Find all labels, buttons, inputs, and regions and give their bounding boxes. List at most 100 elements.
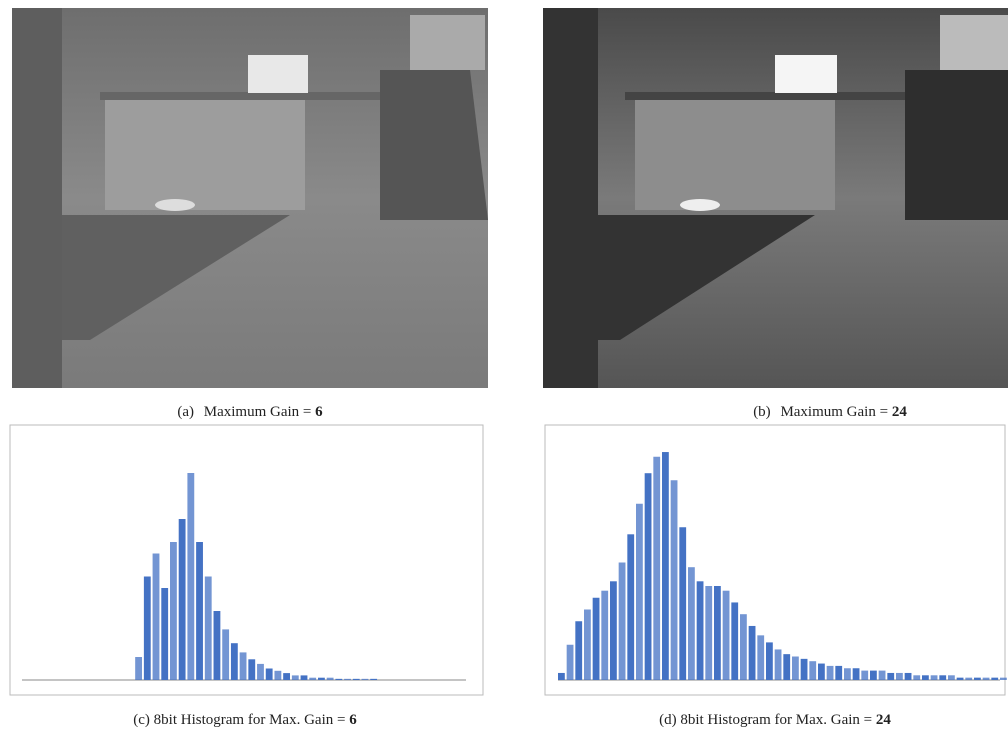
bar [222,629,230,680]
bar [731,602,739,680]
bar [344,678,351,680]
bar [352,678,360,680]
bar [982,677,990,680]
bar [956,677,964,680]
bar [257,663,264,680]
bar [896,672,903,680]
bar [965,677,973,680]
bar [239,652,247,680]
bar [844,668,851,680]
bar [230,643,238,680]
bar [662,452,669,680]
bar [714,586,721,680]
bar [627,534,635,680]
gain: 6 [349,712,357,728]
bar [696,581,704,680]
bar [265,668,273,680]
bar [748,625,756,680]
bar [636,503,643,680]
bar [679,527,687,680]
caption-c: (c) 8bit Histogram for Max. Gain = 6 [133,712,357,728]
bar [143,576,151,680]
title: (c) 8bit Histogram for Max. Gain = [133,712,345,728]
bar [852,668,860,680]
bar [878,670,886,680]
bar [818,663,825,680]
bar [584,609,591,680]
chart-frame [544,424,1006,696]
bar [558,672,565,680]
bar [861,670,869,680]
bar [566,644,574,680]
bar [792,656,799,680]
bar [204,576,212,680]
bar [922,675,929,680]
bar [187,473,195,680]
bar [757,635,765,680]
bar [610,581,617,680]
bar [939,675,947,680]
text: Maximum Gain = [204,404,312,420]
title: (d) 8bit Histogram for Max. Gain = [659,712,872,728]
bar [283,673,291,680]
bar [800,658,808,680]
caption-d: (d) 8bit Histogram for Max. Gain = 24 [659,712,891,728]
bar [135,657,143,680]
bar [740,614,747,680]
bar [653,456,661,680]
bar [1000,677,1007,680]
bar [300,675,308,680]
bar [291,675,299,680]
bar [722,590,730,680]
bar [170,542,177,680]
bar [670,480,678,680]
label: (b) [753,404,771,420]
caption-a: (a) Maximum Gain = 6 [177,404,323,420]
bar [783,654,791,680]
bar [974,677,981,680]
bar [161,588,169,680]
bar [318,677,325,680]
bar [152,553,160,680]
bar [948,675,955,680]
bar [688,567,695,680]
photo-b [543,8,1008,388]
bar [248,659,256,680]
bar [274,670,282,680]
text: Maximum Gain = [780,404,888,420]
bar [913,675,921,680]
bar [309,677,317,680]
bar [826,665,834,680]
bar [618,562,626,680]
bar [904,672,912,680]
bar [766,642,773,680]
bar [213,611,221,680]
bar [178,519,186,680]
gain: 24 [876,712,892,728]
photo-a [12,8,488,388]
bar [370,678,378,680]
bar [835,665,843,680]
bar [774,649,782,680]
bar [196,542,203,680]
gain: 24 [892,404,908,420]
bar [326,677,334,680]
gain: 6 [315,404,323,420]
label: (a) [177,404,194,420]
bar [870,670,877,680]
bar [575,621,583,680]
bar [335,678,343,680]
bar [592,597,600,680]
bar [809,661,817,680]
bar [887,672,895,680]
bar [930,675,938,680]
bar [601,590,609,680]
caption-b: (b) Maximum Gain = 24 [753,404,907,420]
bar [644,473,652,680]
bar [361,678,369,680]
bar [991,677,999,680]
chart-frame [9,424,484,696]
bar [705,586,713,680]
